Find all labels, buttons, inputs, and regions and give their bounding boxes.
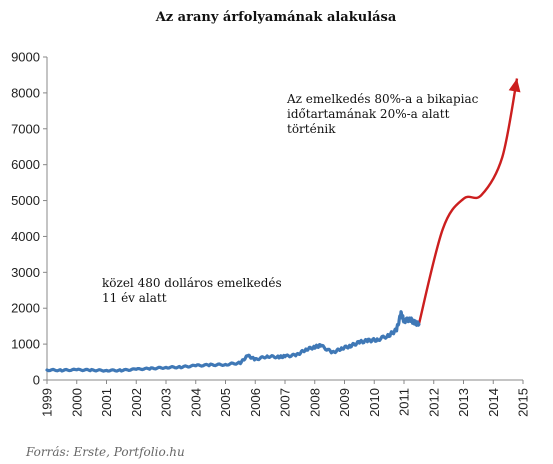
x-tick-label: 1999 — [40, 388, 55, 417]
annotation-line: történik — [287, 122, 336, 136]
x-tick-label: 2014 — [486, 388, 501, 417]
source-note: Forrás: Erste, Portfolio.hu — [25, 445, 185, 459]
y-tick-label: 1000 — [11, 337, 40, 352]
annotation-line: Az emelkedés 80%-a a bikapiac — [286, 92, 479, 106]
annotation-480-rise: közel 480 dolláros emelkedés 11 év alatt — [102, 276, 286, 305]
y-tick-label: 8000 — [11, 85, 40, 100]
x-tick-label: 2010 — [367, 388, 382, 417]
y-tick-label: 9000 — [11, 50, 40, 65]
y-axis: 0 1000 2000 3000 4000 5000 6000 7000 8000 9000 — [11, 50, 48, 388]
annotation-line: közel 480 dolláros emelkedés — [102, 276, 282, 290]
x-tick-label: 2009 — [337, 388, 352, 417]
x-tick-label: 2002 — [129, 388, 144, 417]
x-tick-label: 2012 — [426, 388, 441, 417]
annotation-line: 11 év alatt — [102, 291, 167, 305]
x-tick-label: 2013 — [456, 388, 471, 417]
chart-title: Az arany árfolyamának alakulása — [155, 10, 397, 25]
annotation-line: időtartamának 20%-a alatt — [287, 107, 450, 121]
x-tick-label: 2015 — [516, 388, 531, 417]
x-tick-label: 2005 — [218, 388, 233, 417]
y-tick-label: 7000 — [11, 121, 40, 136]
x-tick-label: 2003 — [159, 388, 174, 417]
x-tick-label: 2004 — [188, 388, 203, 417]
x-tick-label: 2001 — [99, 388, 114, 417]
x-tick-label: 2008 — [307, 388, 322, 417]
x-tick-label: 2006 — [248, 388, 263, 417]
x-tick-label: 2000 — [69, 388, 84, 417]
y-tick-label: 4000 — [11, 229, 40, 244]
x-axis: 1999 2000 2001 2002 2003 2004 2005 2006 2007 2008… — [40, 379, 531, 417]
y-tick-label: 2000 — [11, 301, 40, 316]
annotation-bull-market: Az emelkedés 80%-a a bikapiac időtartamá… — [286, 92, 482, 136]
y-tick-label: 3000 — [11, 265, 40, 280]
projection-arrowhead — [508, 78, 521, 93]
y-tick-label: 5000 — [11, 193, 40, 208]
projection-line — [417, 78, 519, 325]
y-tick-label: 6000 — [11, 157, 40, 172]
x-tick-label: 2011 — [397, 388, 412, 416]
y-tick-label: 0 — [33, 373, 40, 388]
historical-line — [45, 310, 421, 373]
x-tick-label: 2007 — [278, 388, 293, 417]
